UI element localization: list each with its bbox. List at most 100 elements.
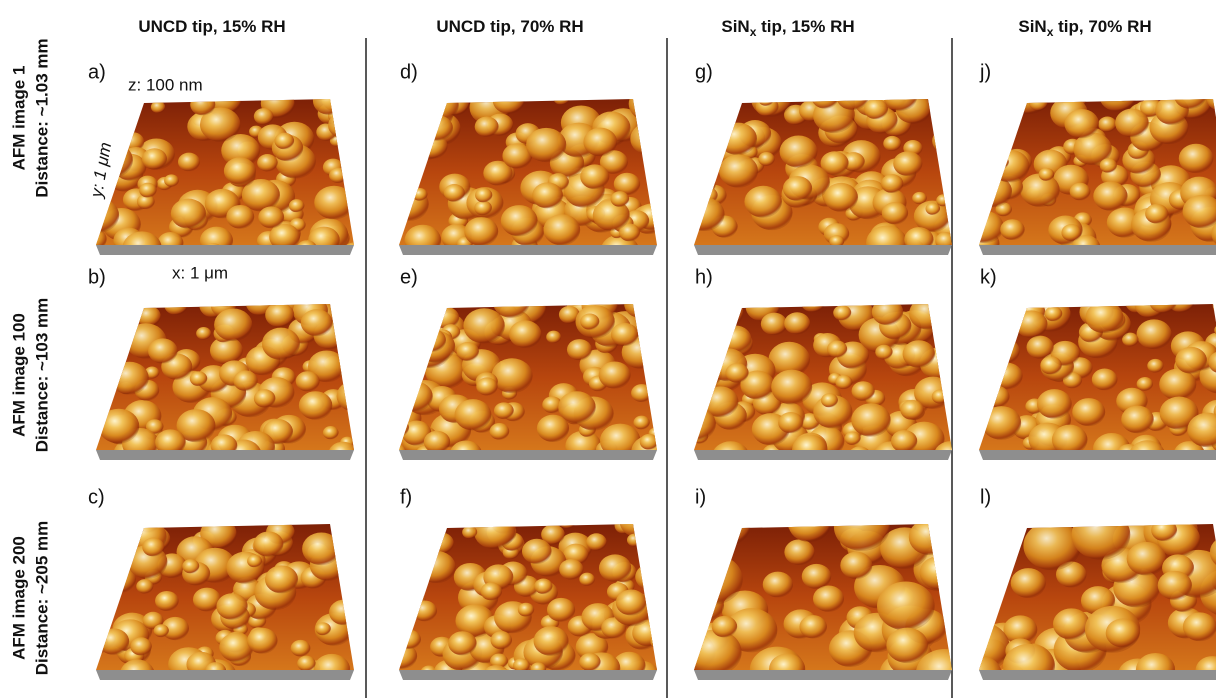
grain <box>89 578 106 592</box>
grain <box>813 586 844 612</box>
grain <box>985 341 1004 357</box>
grain <box>629 87 670 121</box>
grain <box>313 87 346 115</box>
grain <box>893 151 922 176</box>
grain <box>274 133 294 150</box>
grain <box>695 162 713 178</box>
grain <box>792 435 828 465</box>
grain <box>1127 542 1166 576</box>
grain <box>93 550 112 566</box>
grain <box>328 112 359 138</box>
grain <box>674 565 713 598</box>
grain <box>422 90 458 121</box>
x-scale: x: 1 μm <box>172 263 228 282</box>
grain <box>254 389 276 407</box>
afm-surface <box>376 504 667 693</box>
grain <box>824 183 858 212</box>
grain <box>463 308 504 343</box>
grain <box>424 431 450 453</box>
grain <box>1045 306 1063 321</box>
grain <box>685 197 725 231</box>
grain <box>788 506 830 542</box>
grain <box>1137 319 1172 349</box>
grain <box>456 342 478 361</box>
grain <box>586 533 606 550</box>
surface-base <box>96 245 354 255</box>
grain <box>987 86 1016 111</box>
grain <box>881 174 903 193</box>
grain <box>758 152 774 166</box>
grain <box>936 194 950 206</box>
grain <box>719 123 757 155</box>
grain <box>975 157 995 174</box>
grain <box>82 86 105 105</box>
grain <box>534 579 552 595</box>
grain <box>978 304 1013 334</box>
grain <box>216 593 247 620</box>
grain <box>224 157 256 184</box>
panel-label: k) <box>980 266 997 288</box>
grain <box>685 589 724 622</box>
grain <box>95 322 112 336</box>
grain <box>780 136 818 168</box>
grain <box>474 200 492 215</box>
grain <box>96 567 112 581</box>
grain <box>579 573 595 586</box>
grain <box>982 406 1022 440</box>
grain <box>821 393 838 407</box>
grain <box>627 534 642 547</box>
grain <box>462 526 477 539</box>
grain <box>262 328 300 360</box>
grain <box>329 600 359 626</box>
grain <box>799 615 826 638</box>
grain <box>866 225 907 260</box>
grain <box>778 412 803 433</box>
afm-surface <box>80 514 371 694</box>
grain <box>811 85 838 108</box>
grain <box>1121 406 1154 434</box>
grain <box>834 503 890 551</box>
grain <box>761 313 788 336</box>
grain <box>971 384 998 407</box>
grain <box>475 188 492 203</box>
grain <box>474 514 515 549</box>
grain <box>130 637 152 655</box>
grain <box>349 123 365 137</box>
grain <box>136 579 153 594</box>
grain <box>833 305 851 320</box>
grain <box>567 339 592 360</box>
grain <box>852 381 875 401</box>
grain <box>640 434 659 450</box>
grain <box>526 128 566 162</box>
grain <box>405 336 427 355</box>
grain <box>900 400 924 420</box>
grain <box>214 309 252 342</box>
grain <box>650 635 667 649</box>
grain <box>110 362 149 395</box>
grain <box>428 532 453 554</box>
grain <box>289 199 304 212</box>
grain <box>950 622 1010 673</box>
grain <box>258 206 284 228</box>
panel-label: g) <box>695 61 713 83</box>
afm-surface <box>950 508 1216 696</box>
grain <box>291 640 311 657</box>
grain <box>679 94 721 130</box>
grain <box>389 301 409 318</box>
grain <box>98 409 139 444</box>
figure: UNCD tip, 15% RH UNCD tip, 70% RH SiNx t… <box>0 0 1216 698</box>
grain <box>971 116 1011 150</box>
grain <box>955 586 999 624</box>
z-scale: z: 100 nm <box>128 75 203 94</box>
grain <box>982 291 1019 322</box>
grain <box>784 312 810 334</box>
grain <box>142 148 167 169</box>
grain <box>91 581 107 594</box>
grain <box>254 531 284 556</box>
grain <box>559 559 583 580</box>
grain <box>1136 653 1175 686</box>
grain <box>991 150 1029 183</box>
grain <box>756 97 779 116</box>
grain <box>1100 158 1117 173</box>
grain <box>1158 571 1192 600</box>
